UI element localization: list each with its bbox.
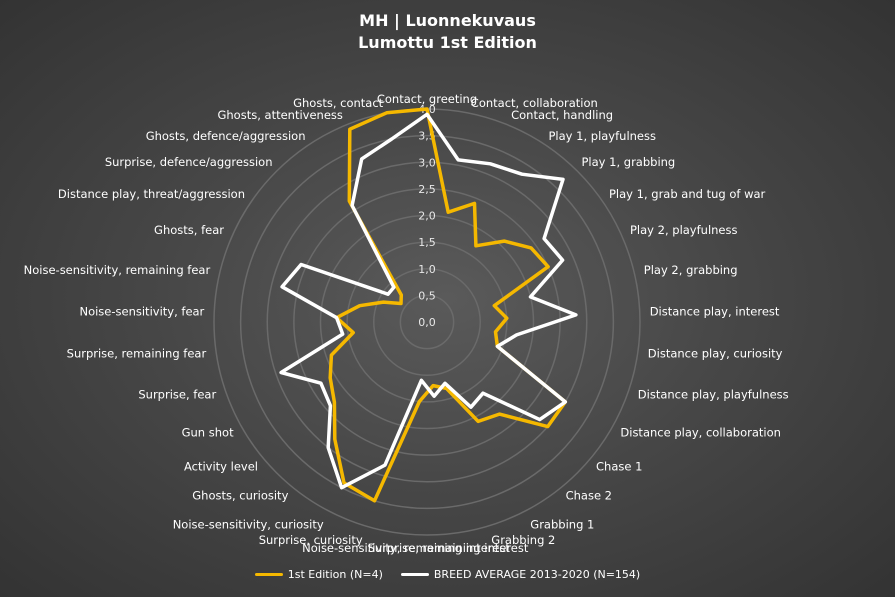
- category-label: Contact, collaboration: [471, 96, 598, 110]
- category-label: Noise-sensitivity, curiosity: [173, 517, 324, 531]
- legend-item-series-2[interactable]: BREED AVERAGE 2013-2020 (N=154): [400, 568, 641, 581]
- tick-label: 0,5: [418, 289, 436, 302]
- category-label: Noise-sensitivity, remaining interest: [302, 541, 510, 555]
- chart-title-block: MH | Luonnekuvaus Lumottu 1st Edition: [0, 10, 895, 54]
- category-label: Contact, handling: [511, 108, 613, 122]
- category-label: Distance play, playfulness: [638, 387, 789, 401]
- category-label: Play 2, grabbing: [644, 263, 738, 277]
- category-label: Chase 1: [596, 460, 642, 474]
- chart-subtitle: Lumottu 1st Edition: [358, 33, 537, 52]
- category-label: Contact, greeting: [377, 92, 477, 106]
- category-label: Grabbing 2: [491, 533, 555, 547]
- category-label: Ghosts, fear: [154, 223, 224, 237]
- radial-tick-labels: 0,00,51,01,52,02,53,03,54,0: [418, 103, 436, 329]
- category-label: Ghosts, attentiveness: [217, 108, 342, 122]
- series-line-2: [279, 112, 578, 490]
- category-label: Distance play, collaboration: [620, 426, 781, 440]
- category-label: Ghosts, curiosity: [192, 489, 288, 503]
- legend-item-series-1[interactable]: 1st Edition (N=4): [254, 568, 383, 581]
- grid-ring: [266, 161, 588, 483]
- tick-label: 1,0: [418, 263, 436, 276]
- legend-label: 1st Edition (N=4): [287, 568, 383, 581]
- category-label: Surprise, curiosity: [259, 533, 363, 547]
- category-label: Noise-sensitivity, remaining fear: [24, 263, 211, 277]
- category-label: Grabbing 1: [530, 517, 594, 531]
- legend: 1st Edition (N=4) BREED AVERAGE 2013-202…: [0, 568, 895, 581]
- grid-ring: [346, 241, 508, 403]
- category-label: Play 2, playfulness: [630, 223, 738, 237]
- category-label: Chase 2: [566, 489, 612, 503]
- category-label: Ghosts, contact: [293, 96, 384, 110]
- category-label: Surprise, remaining interest: [368, 541, 529, 555]
- tick-label: 3,0: [418, 156, 436, 169]
- category-label: Distance play, interest: [650, 305, 780, 319]
- tick-label: 2,5: [418, 183, 436, 196]
- category-label: Surprise, defence/aggression: [105, 155, 273, 169]
- tick-label: 0,0: [418, 316, 436, 329]
- category-label: Ghosts, defence/aggression: [146, 129, 306, 143]
- legend-swatch: [400, 573, 429, 576]
- category-label: Surprise, fear: [138, 387, 216, 401]
- chart-title: MH | Luonnekuvaus: [359, 11, 536, 30]
- tick-label: 1,5: [418, 236, 436, 249]
- category-label: Distance play, curiosity: [648, 347, 783, 361]
- category-label: Activity level: [184, 460, 258, 474]
- category-label: Distance play, threat/aggression: [58, 187, 245, 201]
- grid-ring: [319, 214, 535, 430]
- category-label: Play 1, playfulness: [549, 129, 657, 143]
- series-line-1: [328, 107, 568, 503]
- category-label: Surprise, remaining fear: [67, 347, 207, 361]
- category-label: Play 1, grab and tug of war: [609, 187, 766, 201]
- category-label: Gun shot: [182, 426, 234, 440]
- tick-label: 2,0: [418, 210, 436, 223]
- series-lines: [279, 107, 578, 503]
- category-label: Noise-sensitivity, fear: [79, 305, 204, 319]
- category-label: Play 1, grabbing: [582, 155, 676, 169]
- legend-label: BREED AVERAGE 2013-2020 (N=154): [433, 568, 641, 581]
- legend-swatch: [254, 573, 283, 576]
- grid-ring: [399, 294, 455, 350]
- grid-ring: [239, 134, 615, 510]
- grid-ring: [373, 268, 481, 376]
